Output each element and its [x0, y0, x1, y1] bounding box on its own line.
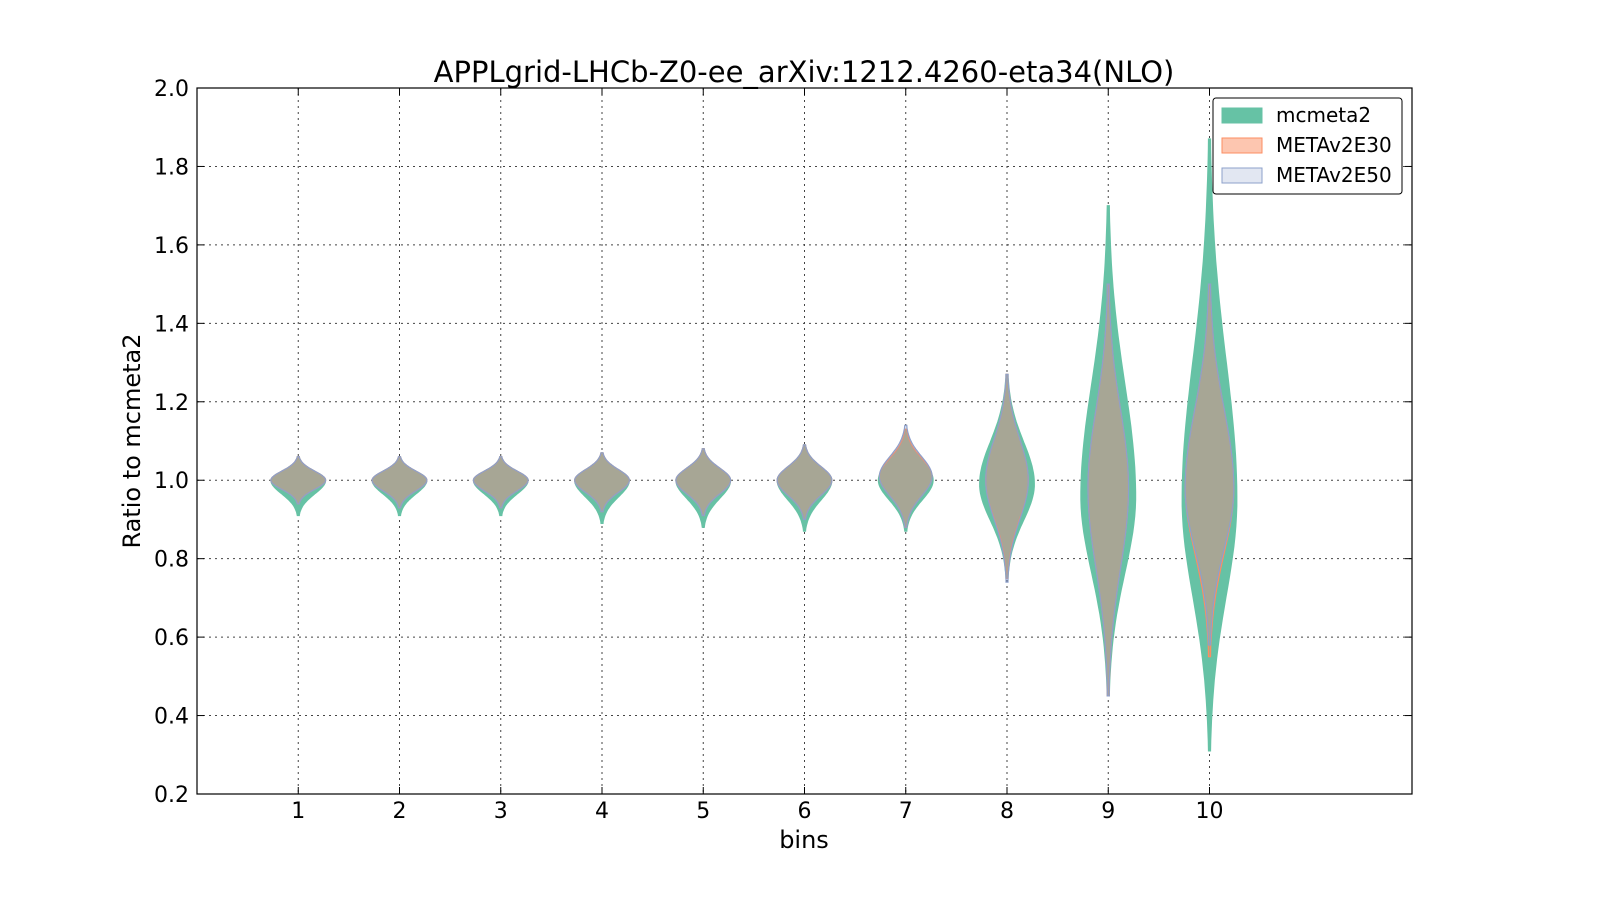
x-tick-label: 2 [393, 799, 407, 824]
violins [270, 138, 1238, 752]
y-tick-label: 1.8 [154, 155, 189, 180]
x-tick-label: 4 [595, 799, 609, 824]
x-tick-label: 1 [291, 799, 305, 824]
x-tick-label: 7 [899, 799, 913, 824]
violin-METAv2E50-bin-1 [270, 456, 327, 505]
violin-METAv2E50-bin-6 [776, 444, 833, 520]
y-tick-label: 1.6 [154, 234, 189, 259]
violin-METAv2E50-bin-10 [1184, 283, 1235, 646]
legend-label: METAv2E30 [1276, 133, 1392, 157]
y-tick-label: 0.2 [154, 783, 189, 808]
violin-METAv2E50-bin-8 [985, 373, 1029, 583]
legend: mcmeta2 METAv2E30 METAv2E50 [1212, 97, 1403, 195]
x-tick-label: 9 [1101, 799, 1115, 824]
x-tick-label: 8 [1000, 799, 1014, 824]
legend-swatch [1221, 167, 1263, 184]
x-tick-label: 3 [494, 799, 508, 824]
y-tick-label: 1.4 [154, 312, 189, 337]
x-tick-label: 6 [798, 799, 812, 824]
x-tick-label: 5 [696, 799, 710, 824]
violin-METAv2E50-bin-4 [574, 452, 630, 513]
y-tick-label: 1.0 [154, 469, 189, 494]
legend-swatch [1221, 107, 1263, 124]
ticks: 0.2 0.4 0.6 0.8 1.0 1.2 1.4 1.6 1.8 2.0 1 2 3 4 5 6 7 8 9 1… [154, 77, 1412, 824]
violin-METAv2E50-bin-2 [371, 456, 428, 509]
legend-label: mcmeta2 [1276, 103, 1371, 127]
violin-METAv2E50-bin-5 [675, 448, 732, 517]
violin-METAv2E50-bin-9 [1087, 283, 1130, 697]
chart-title: APPLgrid-LHCb-Z0-ee_arXiv:1212.4260-eta3… [434, 55, 1175, 89]
legend-label: METAv2E50 [1276, 163, 1392, 187]
y-tick-label: 0.6 [154, 626, 189, 651]
violin-METAv2E50-bin-3 [472, 456, 529, 509]
violin-METAv2E50-bin-7 [878, 424, 933, 528]
y-tick-label: 0.8 [154, 548, 189, 573]
x-axis-title: bins [779, 826, 829, 854]
legend-swatch [1221, 137, 1263, 154]
series-METAv2E50 [270, 283, 1235, 697]
y-axis-title: Ratio to mcmeta2 [118, 333, 146, 548]
x-tick-label: 10 [1196, 799, 1224, 824]
y-tick-label: 1.2 [154, 391, 189, 416]
y-tick-label: 2.0 [154, 77, 189, 102]
y-tick-label: 0.4 [154, 705, 189, 730]
